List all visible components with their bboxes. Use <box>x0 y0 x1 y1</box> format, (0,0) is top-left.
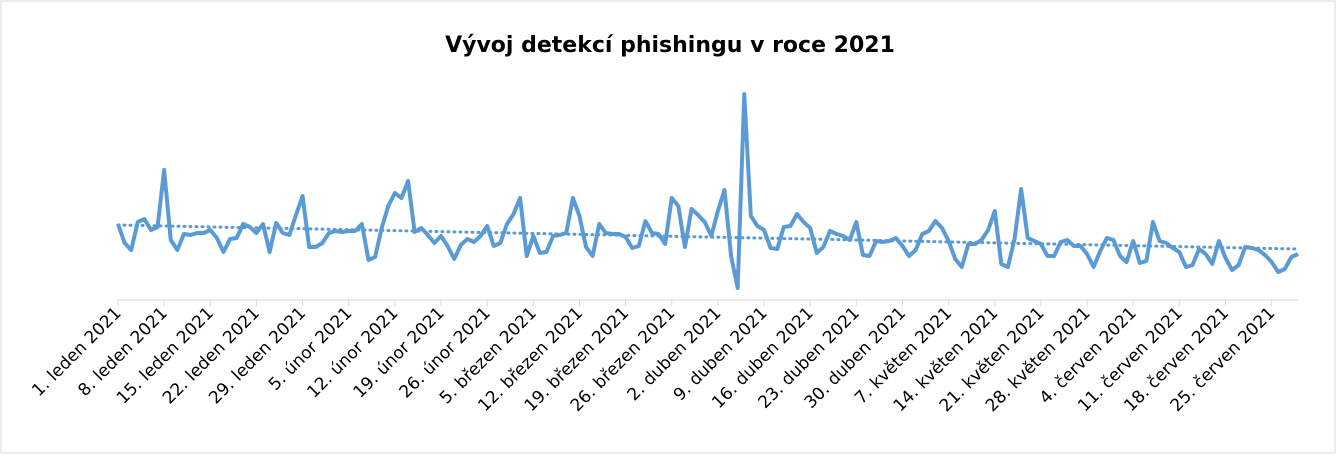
chart-title: Vývoj detekcí phishingu v roce 2021 <box>445 33 895 58</box>
trendline <box>116 223 1300 251</box>
line-series <box>116 92 1299 290</box>
